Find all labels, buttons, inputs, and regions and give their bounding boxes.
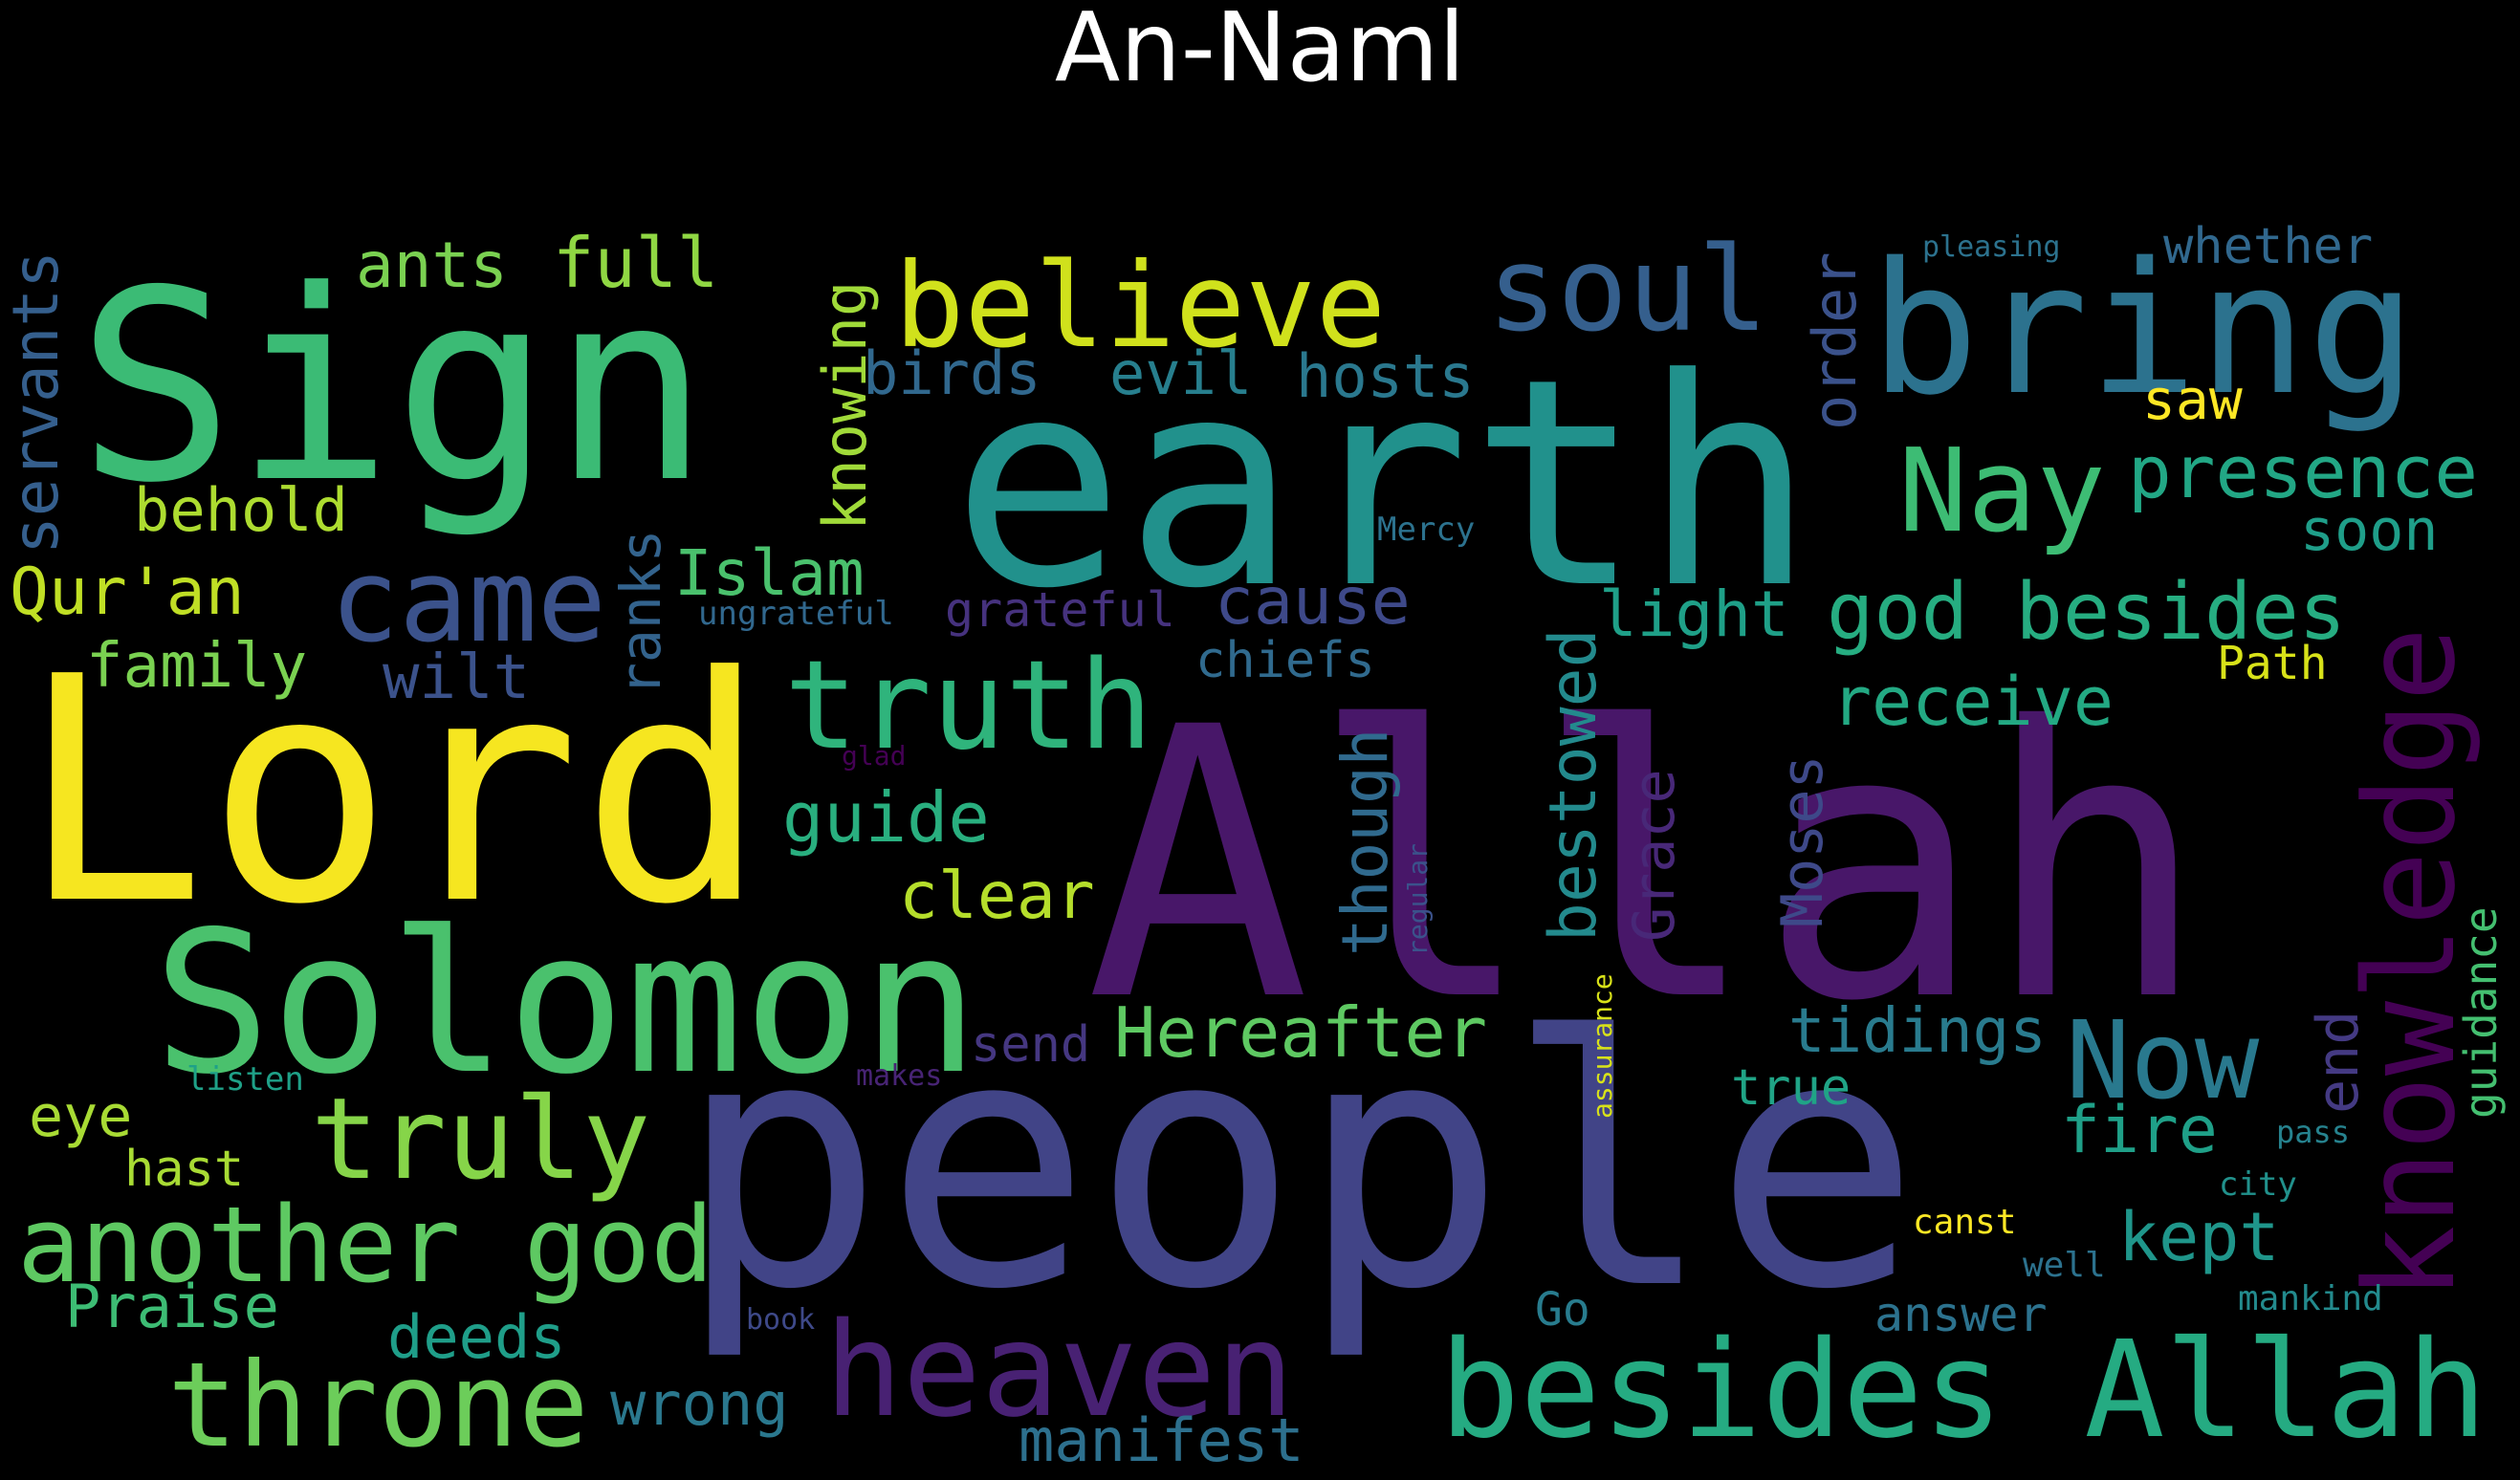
- cloud-word-family: family: [86, 631, 307, 702]
- cloud-word-servants: servants: [0, 250, 73, 555]
- cloud-word-end: end: [2305, 1011, 2372, 1114]
- cloud-word-wrong: wrong: [610, 1369, 789, 1439]
- cloud-word-go: Go: [1535, 1283, 1590, 1337]
- cloud-word-book: book: [746, 1303, 815, 1337]
- cloud-word-clear: clear: [899, 859, 1095, 934]
- cloud-word-bestowed: bestowed: [1536, 628, 1611, 942]
- cloud-word-heaven: heaven: [824, 1295, 1294, 1447]
- cloud-word-city: city: [2219, 1165, 2297, 1204]
- cloud-word-makes: makes: [856, 1059, 942, 1093]
- cloud-word-listen: listen: [186, 1060, 304, 1099]
- cloud-word-deeds: deeds: [387, 1302, 566, 1372]
- cloud-word-whether: whether: [2163, 218, 2373, 275]
- cloud-word-guidance: guidance: [2455, 906, 2507, 1119]
- cloud-word-wilt: wilt: [383, 642, 530, 713]
- cloud-word-ants: ants: [356, 229, 508, 302]
- cloud-word-pleasing: pleasing: [1922, 230, 2061, 264]
- cloud-word-knowledge: knowledge: [2337, 627, 2483, 1300]
- cloud-word-regular: regular: [1402, 843, 1434, 956]
- cloud-word-besides-allah: besides Allah: [1439, 1313, 2487, 1469]
- cloud-word-soul: soul: [1487, 222, 1768, 358]
- cloud-word-eye: eye: [29, 1083, 132, 1150]
- cloud-word-guide: guide: [782, 777, 990, 858]
- cloud-word-send: send: [971, 1016, 1090, 1074]
- cloud-word-assurance: assurance: [1587, 973, 1618, 1119]
- cloud-word-chiefs: chiefs: [1195, 632, 1375, 689]
- cloud-word-tidings: tidings: [1788, 996, 2047, 1067]
- cloud-word-sign: Sign: [77, 234, 710, 540]
- cloud-word-another-god: another god: [17, 1184, 713, 1306]
- cloud-word-answer: answer: [1874, 1287, 2048, 1342]
- cloud-word-grateful: grateful: [945, 582, 1175, 638]
- cloud-word-earth: earth: [952, 317, 1815, 651]
- cloud-word-nay: Nay: [1898, 425, 2106, 558]
- cloud-word-though: though: [1328, 729, 1402, 956]
- cloud-word-saw: saw: [2142, 367, 2243, 432]
- cloud-word-people: people: [677, 964, 1920, 1364]
- cloud-word-grace: Grace: [1621, 769, 1688, 942]
- cloud-word-light: light: [1599, 577, 1789, 651]
- cloud-word-hereafter: Hereafter: [1114, 992, 1487, 1073]
- cloud-word-ranks: ranks: [608, 529, 673, 696]
- cloud-word-hosts: hosts: [1296, 341, 1475, 411]
- cloud-word-pass: pass: [2276, 1114, 2350, 1150]
- cloud-word-hast: hast: [124, 1141, 244, 1198]
- cloud-word-bring: bring: [1870, 224, 2417, 435]
- cloud-word-islam: Islam: [674, 536, 865, 610]
- cloud-word-moses: Moses: [1769, 754, 1836, 927]
- cloud-word-well: well: [2023, 1246, 2106, 1285]
- cloud-word-fire: fire: [2061, 1093, 2218, 1168]
- cloud-word-mankind: mankind: [2238, 1279, 2383, 1318]
- cloud-word-throne: throne: [167, 1338, 589, 1473]
- cloud-word-kept: kept: [2118, 1198, 2280, 1276]
- cloud-word-cause: cause: [1215, 564, 1411, 640]
- cloud-word-truly: truly: [311, 1073, 650, 1205]
- cloud-word-evil: evil: [1109, 338, 1252, 408]
- cloud-word-came: came: [330, 535, 606, 668]
- cloud-word-soon: soon: [2300, 497, 2439, 564]
- cloud-word-now: Now: [2066, 999, 2260, 1123]
- cloud-word-god-besides: god besides: [1827, 567, 2346, 658]
- cloud-word-order: order: [1800, 251, 1870, 430]
- cloud-word-truth: truth: [784, 635, 1152, 777]
- cloud-word-receive: receive: [1831, 663, 2114, 741]
- cloud-word-allah: Allah: [1085, 648, 2208, 1082]
- cloud-word-ungrateful: ungrateful: [698, 595, 894, 633]
- cloud-word-glad: glad: [842, 740, 906, 772]
- cloud-word-path: Path: [2217, 637, 2328, 690]
- cloud-word-lord: Lord: [19, 610, 768, 972]
- cloud-word-birds: birds: [863, 338, 1041, 408]
- cloud-word-full: full: [553, 223, 718, 303]
- cloud-word-behold: behold: [134, 475, 348, 545]
- cloud-word-knowing: knowing: [810, 281, 880, 531]
- cloud-word-manifest: manifest: [1019, 1405, 1304, 1475]
- cloud-word-canst: canst: [1913, 1203, 2016, 1242]
- cloud-word-true: true: [1731, 1059, 1851, 1117]
- cloud-word-solomon: Solomon: [153, 890, 979, 1118]
- page-title: An-Naml: [1054, 0, 1466, 103]
- cloud-word-presence: presence: [2128, 429, 2478, 514]
- cloud-word-praise: Praise: [65, 1272, 279, 1341]
- cloud-word-mercy: Mercy: [1377, 511, 1475, 549]
- cloud-word-believe: believe: [894, 238, 1386, 374]
- cloud-word-qur-an: Qur'an: [10, 555, 245, 630]
